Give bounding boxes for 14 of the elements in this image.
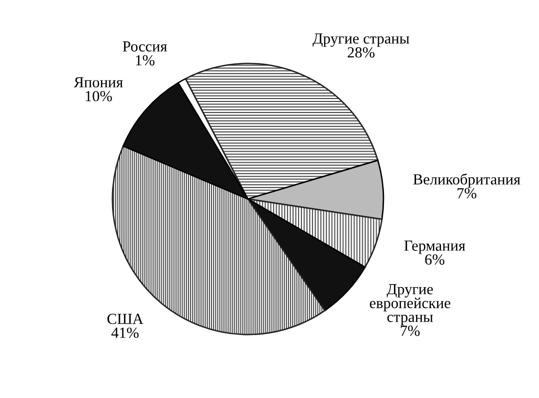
data-label: 1% bbox=[136, 55, 154, 66]
data-label: 7% bbox=[400, 326, 420, 336]
data-label: 6% bbox=[425, 254, 444, 265]
data-label: 41% bbox=[111, 328, 139, 338]
data-label: 28% bbox=[348, 47, 375, 58]
slice-label: Германия bbox=[404, 240, 466, 254]
slice-label: Великобритания bbox=[413, 173, 520, 188]
slice-label: США bbox=[107, 314, 144, 324]
data-label: 7% bbox=[458, 188, 476, 198]
slice-label: Россия bbox=[122, 41, 167, 52]
slice-label: Другие страны bbox=[312, 34, 410, 47]
data-label: 10% bbox=[86, 90, 112, 102]
slice-label: Другие европейские страны bbox=[370, 284, 450, 326]
slice-label: Япония bbox=[74, 77, 123, 88]
